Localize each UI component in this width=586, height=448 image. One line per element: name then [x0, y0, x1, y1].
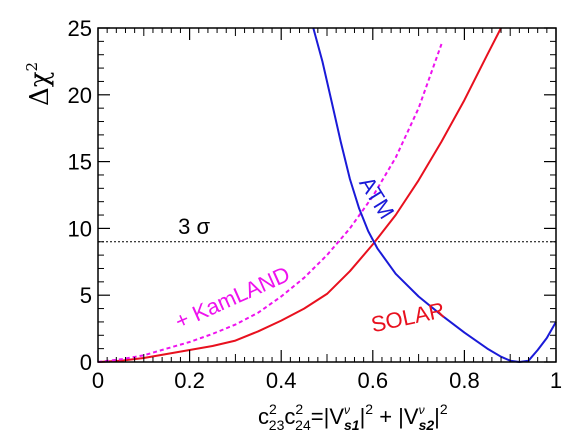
xlabel-abs-2: | [434, 404, 440, 429]
y-tick-label: 25 [68, 16, 92, 41]
xlabel-sq-1: 2 [365, 401, 373, 417]
xlabel-sup-b: 2 [295, 401, 303, 417]
xlabel-sub-23: 23 [269, 417, 285, 433]
y-tick-label: 5 [80, 283, 92, 308]
x-tick-label: 1 [550, 368, 562, 393]
y-tick-label: 20 [68, 83, 92, 108]
x-tick-label: 0 [92, 368, 104, 393]
xlabel-sub-s1: s1 [344, 417, 360, 433]
xlabel-sq-2: 2 [440, 401, 448, 417]
xlabel-sub-24: 24 [295, 417, 311, 433]
y-tick-label: 0 [80, 350, 92, 375]
xlabel-nu-2: ν [419, 403, 425, 417]
series-annotation-0: SOLAR [369, 297, 447, 337]
xlabel-abs-1: | [360, 404, 366, 429]
xlabel-eq: =|V [311, 404, 345, 429]
y-tick-label: 10 [68, 216, 92, 241]
y-tick-label: 15 [68, 150, 92, 175]
xlabel-c2: c [284, 404, 295, 429]
series-line-1 [97, 43, 443, 363]
y-axis-label-sup: 2 [23, 62, 41, 72]
three-sigma-label: 3 σ [178, 214, 210, 239]
x-tick-label: 0.4 [266, 368, 297, 393]
xlabel-nu-1: ν [344, 403, 350, 417]
x-tick-label: 0.8 [449, 368, 480, 393]
xlabel-c1: c [258, 404, 269, 429]
xlabel-plus: + |V [373, 404, 419, 429]
series-line-2 [312, 27, 557, 363]
reference-line-layer: 3 σ [98, 214, 556, 243]
xlabel-sup-a: 2 [269, 401, 277, 417]
y-axis-label-main: Δχ [25, 71, 55, 106]
y-axis-label: Δχ2 [23, 62, 55, 106]
series-line-0 [97, 27, 502, 363]
x-axis-label: c2 23c2 24=|Vν s1|2 + |Vν s2|2 [258, 401, 448, 433]
xlabel-sub-s2: s2 [419, 417, 435, 433]
x-tick-label: 0.6 [358, 368, 389, 393]
series-layer [97, 27, 557, 363]
x-tick-label: 0.2 [174, 368, 205, 393]
